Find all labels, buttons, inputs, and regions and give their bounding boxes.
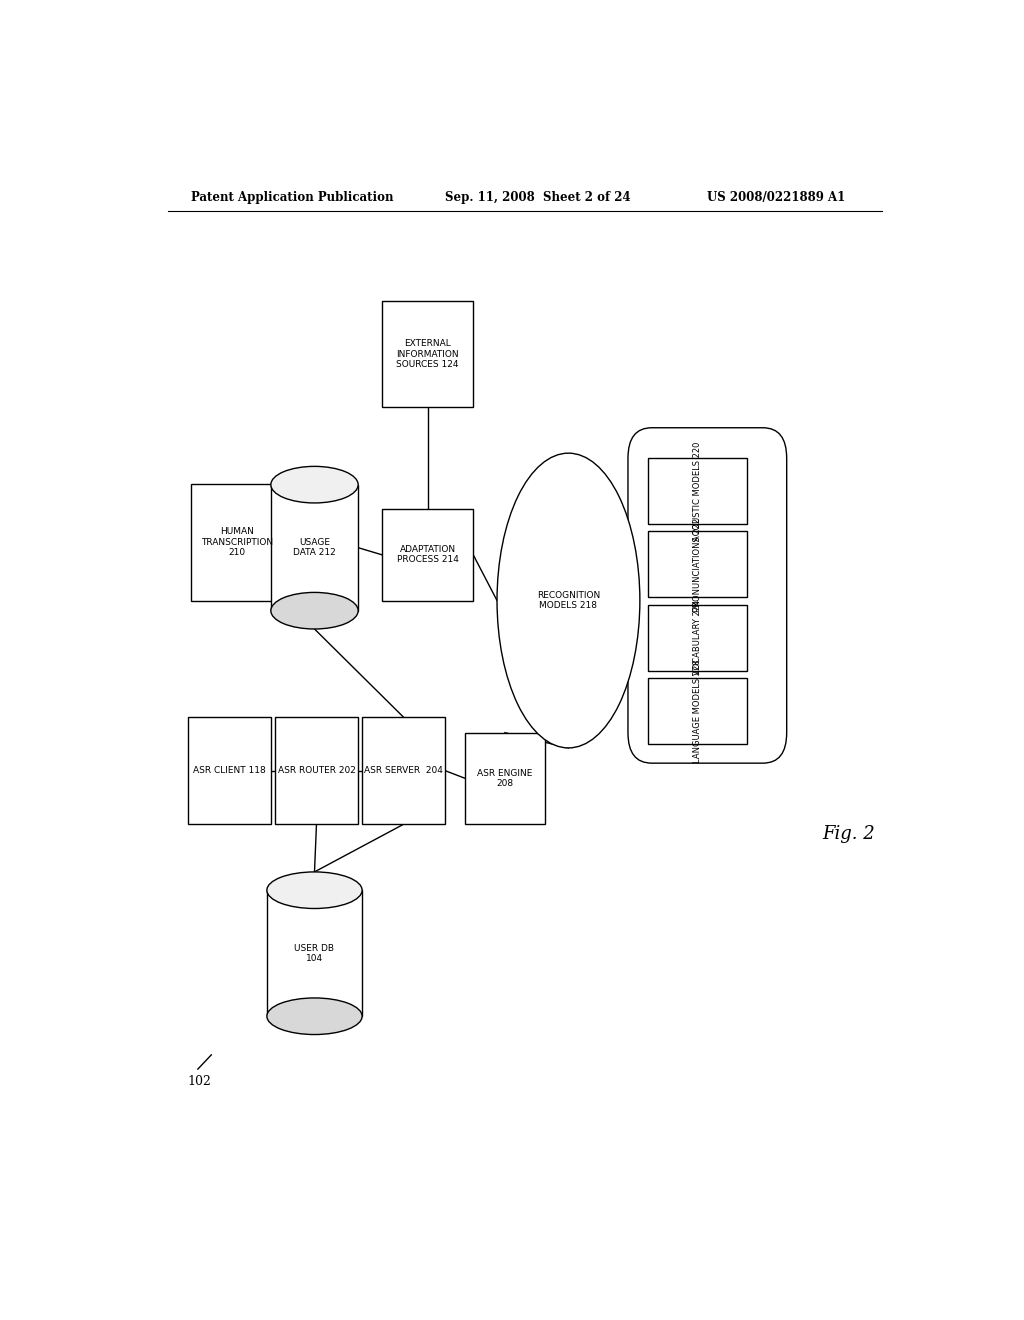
Ellipse shape (497, 453, 640, 748)
FancyBboxPatch shape (382, 510, 473, 601)
FancyBboxPatch shape (648, 458, 748, 524)
Text: ASR ROUTER 202: ASR ROUTER 202 (278, 767, 355, 775)
FancyBboxPatch shape (648, 677, 748, 744)
Ellipse shape (267, 998, 362, 1035)
Polygon shape (270, 484, 358, 611)
Text: 102: 102 (187, 1074, 211, 1088)
Text: Sep. 11, 2008  Sheet 2 of 24: Sep. 11, 2008 Sheet 2 of 24 (445, 190, 631, 203)
Polygon shape (267, 890, 362, 1016)
FancyBboxPatch shape (628, 428, 786, 763)
Text: ASR ENGINE
208: ASR ENGINE 208 (477, 768, 532, 788)
Ellipse shape (267, 873, 362, 908)
Ellipse shape (270, 593, 358, 630)
Text: Patent Application Publication: Patent Application Publication (191, 190, 394, 203)
FancyBboxPatch shape (187, 718, 270, 824)
Text: EXTERNAL
INFORMATION
SOURCES 124: EXTERNAL INFORMATION SOURCES 124 (396, 339, 459, 370)
Text: USER DB
104: USER DB 104 (295, 944, 335, 962)
FancyBboxPatch shape (465, 733, 545, 824)
Text: LANGUAGE MODELS 228: LANGUAGE MODELS 228 (693, 659, 701, 763)
Text: HUMAN
TRANSCRIPTION
210: HUMAN TRANSCRIPTION 210 (201, 527, 273, 557)
Text: ASR CLIENT 118: ASR CLIENT 118 (193, 767, 265, 775)
Text: ACOUSTIC MODELS 220: ACOUSTIC MODELS 220 (693, 442, 701, 541)
Text: ADAPTATION
PROCESS 214: ADAPTATION PROCESS 214 (396, 545, 459, 565)
Text: ASR SERVER  204: ASR SERVER 204 (365, 767, 443, 775)
Text: US 2008/0221889 A1: US 2008/0221889 A1 (708, 190, 846, 203)
FancyBboxPatch shape (274, 718, 358, 824)
Text: RECOGNITION
MODELS 218: RECOGNITION MODELS 218 (537, 591, 600, 610)
Text: Fig. 2: Fig. 2 (822, 825, 876, 843)
Ellipse shape (270, 466, 358, 503)
FancyBboxPatch shape (362, 718, 445, 824)
FancyBboxPatch shape (648, 532, 748, 598)
Text: VOCABULARY 224: VOCABULARY 224 (693, 601, 701, 676)
Text: PRONUNCIATIONS 222: PRONUNCIATIONS 222 (693, 517, 701, 611)
FancyBboxPatch shape (382, 301, 473, 408)
FancyBboxPatch shape (648, 605, 748, 671)
Text: USAGE
DATA 212: USAGE DATA 212 (293, 539, 336, 557)
FancyBboxPatch shape (191, 483, 283, 601)
